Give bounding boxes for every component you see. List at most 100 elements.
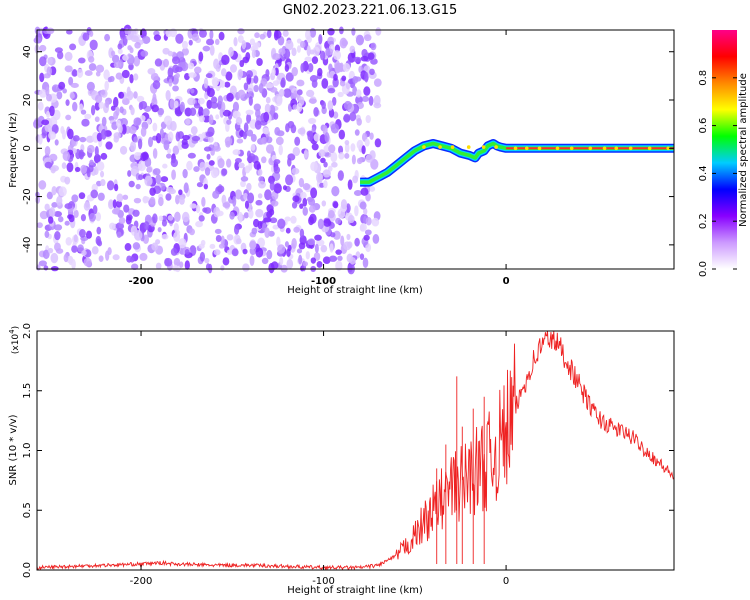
noise-blob xyxy=(277,244,286,254)
noise-blob xyxy=(195,220,203,228)
noise-blob xyxy=(308,118,316,124)
noise-blob xyxy=(309,213,317,224)
noise-blob xyxy=(91,246,99,255)
noise-blob xyxy=(331,185,340,197)
noise-blob xyxy=(307,238,316,246)
noise-blob xyxy=(365,154,374,163)
noise-blob xyxy=(232,110,241,119)
noise-blob xyxy=(352,86,358,96)
colorbar: 0.0 0.2 0.4 0.6 0.8 Normalized spectral ampl… xyxy=(698,30,749,277)
noise-blob xyxy=(38,180,47,190)
noise-blob xyxy=(321,101,326,110)
noise-blob xyxy=(261,136,268,145)
noise-blob xyxy=(233,36,238,47)
noise-blob xyxy=(80,214,86,222)
noise-blob xyxy=(264,189,272,201)
noise-blob xyxy=(234,189,243,200)
noise-blob xyxy=(63,253,69,263)
noise-blob xyxy=(64,51,73,62)
noise-blob xyxy=(341,75,347,82)
noise-blob xyxy=(370,158,379,170)
noise-blob xyxy=(115,72,123,80)
noise-blob xyxy=(248,96,253,106)
noise-blob xyxy=(316,239,325,247)
noise-blob xyxy=(314,42,322,52)
noise-blob xyxy=(209,29,214,40)
noise-blob xyxy=(302,206,308,216)
noise-blob xyxy=(350,143,356,152)
noise-blob xyxy=(134,41,141,49)
snr-x-label: Height of straight line (km) xyxy=(287,585,423,596)
noise-blob xyxy=(53,224,63,231)
noise-blob xyxy=(264,103,271,114)
noise-blob xyxy=(331,161,338,168)
noise-blob xyxy=(242,248,248,255)
noise-blob xyxy=(81,118,90,127)
noise-blob xyxy=(166,153,172,159)
noise-blob xyxy=(84,113,92,120)
noise-blob xyxy=(298,177,305,188)
ridge-peak xyxy=(666,146,671,151)
noise-blob xyxy=(322,169,331,178)
noise-blob xyxy=(172,264,179,272)
noise-blob xyxy=(55,248,64,254)
noise-blob xyxy=(238,69,244,78)
noise-blob xyxy=(369,68,375,76)
noise-blob xyxy=(179,101,186,113)
noise-blob xyxy=(98,101,105,109)
noise-blob xyxy=(191,135,201,142)
noise-blob xyxy=(298,254,303,265)
noise-blob xyxy=(51,185,57,196)
noise-blob xyxy=(113,135,119,143)
noise-blob xyxy=(48,131,57,140)
noise-blob xyxy=(89,30,94,37)
noise-blob xyxy=(266,29,272,39)
noise-blob xyxy=(133,229,143,241)
noise-blob xyxy=(173,257,181,267)
noise-blob xyxy=(285,123,290,133)
noise-blob xyxy=(178,189,183,196)
noise-blob xyxy=(122,194,129,200)
noise-blob xyxy=(245,109,254,116)
noise-blob xyxy=(297,89,303,96)
noise-blob xyxy=(338,129,346,140)
noise-blob xyxy=(239,59,245,68)
noise-blob xyxy=(309,75,318,83)
noise-blob xyxy=(360,55,369,62)
noise-blob xyxy=(285,72,294,82)
noise-blob xyxy=(103,69,110,81)
noise-blob xyxy=(374,138,382,148)
noise-blob xyxy=(53,211,63,217)
noise-blob xyxy=(169,98,175,109)
noise-blob xyxy=(371,217,380,227)
noise-blob xyxy=(51,124,59,134)
noise-blob xyxy=(229,211,235,220)
noise-blob xyxy=(323,180,328,189)
noise-blob xyxy=(237,89,246,99)
noise-blob xyxy=(182,168,188,179)
noise-blob xyxy=(210,96,218,104)
noise-blob xyxy=(57,216,64,223)
snr-x-ticks: -200 -100 0 xyxy=(130,331,509,587)
noise-blob xyxy=(44,145,51,156)
noise-blob xyxy=(237,28,245,35)
noise-blob xyxy=(240,176,249,182)
noise-blob xyxy=(290,215,297,224)
noise-blob xyxy=(217,158,225,169)
noise-blob xyxy=(347,241,353,249)
noise-blob xyxy=(341,39,349,47)
noise-blob xyxy=(111,208,120,215)
noise-blob xyxy=(306,89,315,98)
noise-blob xyxy=(318,149,326,158)
noise-blob xyxy=(299,203,304,209)
colorbar-ticks: 0.0 0.2 0.4 0.6 0.8 xyxy=(698,70,737,277)
noise-blob xyxy=(122,54,129,61)
noise-blob xyxy=(82,32,90,41)
noise-blob xyxy=(198,51,204,62)
noise-blob xyxy=(299,40,306,49)
noise-blob xyxy=(72,234,79,245)
noise-blob xyxy=(181,40,188,50)
ridge-peak xyxy=(569,146,574,151)
noise-blob xyxy=(212,190,220,199)
noise-blob xyxy=(116,193,124,203)
